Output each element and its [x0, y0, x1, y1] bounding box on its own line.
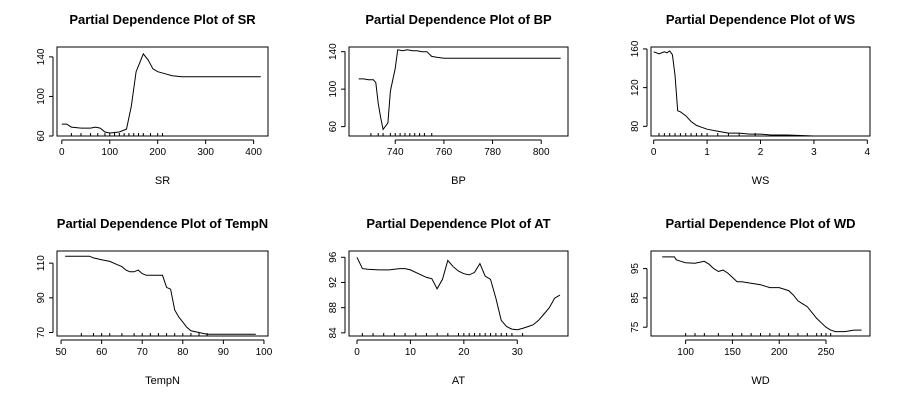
- y-tick-label: 120: [630, 79, 641, 96]
- x-tick-label: 2: [758, 147, 764, 158]
- y-tick-label: 70: [36, 327, 47, 339]
- y-tick-label: 84: [328, 327, 339, 339]
- y-tick-label: 60: [36, 130, 47, 142]
- x-tick-label: 760: [436, 147, 453, 158]
- y-tick-label: 110: [36, 255, 47, 271]
- x-axis: 50 60 70 80 90 100: [55, 339, 273, 358]
- y-axis: 84 88 92 96: [328, 251, 346, 339]
- x-tick-label: 4: [865, 147, 871, 158]
- x-tick-label: 780: [484, 147, 501, 158]
- plot-frame: [650, 250, 871, 337]
- y-tick-label: 95: [630, 263, 641, 275]
- y-tick-label: 85: [630, 292, 641, 304]
- x-axis-label: AT: [452, 375, 466, 387]
- y-tick-label: 100: [328, 80, 339, 97]
- x-axis-label: WD: [751, 375, 769, 387]
- x-tick-label: 10: [405, 347, 417, 358]
- x-axis: 0 1 2 3 4: [651, 139, 871, 158]
- y-tick-label: 80: [630, 120, 641, 132]
- x-tick-label: 20: [458, 347, 470, 358]
- x-tick-label: 150: [724, 347, 741, 358]
- y-tick-label: 160: [630, 40, 641, 57]
- y-tick-label: 92: [328, 276, 339, 288]
- x-tick-label: 200: [771, 347, 788, 358]
- panel-ws: Partial Dependence Plot of WS 0 1 2 3 4 WS 80 12…: [630, 12, 871, 187]
- x-tick-label: 90: [218, 347, 230, 358]
- x-tick-label: 740: [387, 147, 404, 158]
- panel-title: Partial Dependence Plot of BP: [365, 12, 552, 27]
- y-axis: 60 100 140: [328, 43, 346, 133]
- x-tick-label: 100: [677, 347, 694, 358]
- pdp-line-at: [356, 257, 561, 331]
- x-axis-label: BP: [451, 175, 466, 187]
- y-tick-label: 88: [328, 302, 339, 314]
- y-tick-label: 140: [328, 43, 339, 60]
- x-tick-label: 1: [704, 147, 710, 158]
- x-axis: 0 100 200 300 400: [59, 139, 262, 158]
- x-tick-label: 800: [533, 147, 550, 158]
- y-tick-label: 100: [36, 88, 47, 105]
- x-tick-label: 50: [55, 347, 67, 358]
- panel-wd: Partial Dependence Plot of WD 100 150 200 25…: [630, 216, 871, 387]
- x-tick-label: 60: [96, 347, 108, 358]
- y-axis: 80 120 160: [630, 40, 648, 132]
- x-tick-label: 100: [101, 147, 118, 158]
- panel-bp: Partial Dependence Plot of BP 740 760 780 80…: [328, 12, 569, 187]
- panel-title: Partial Dependence Plot of TempN: [57, 216, 268, 231]
- y-tick-label: 60: [328, 121, 339, 133]
- panel-title: Partial Dependence Plot of WD: [666, 216, 856, 231]
- pdp-line-bp: [358, 49, 561, 131]
- y-axis: 70 90 110: [36, 255, 54, 339]
- plot-frame: [56, 46, 269, 137]
- y-tick-label: 140: [36, 48, 47, 65]
- pdp-line-tempn: [65, 255, 256, 335]
- x-tick-label: 70: [137, 347, 149, 358]
- x-axis-label: WS: [752, 175, 770, 187]
- x-axis: 100 150 200 250: [677, 339, 835, 358]
- pdp-line-wd: [662, 256, 862, 333]
- y-axis: 75 85 95: [630, 263, 648, 333]
- y-tick-label: 90: [36, 292, 47, 304]
- panel-title: Partial Dependence Plot of WS: [666, 12, 856, 27]
- panel-sr: Partial Dependence Plot of SR 0 100 200 300 4…: [36, 12, 269, 187]
- x-axis-label: SR: [155, 175, 170, 187]
- x-tick-label: 80: [177, 347, 189, 358]
- x-tick-label: 30: [512, 347, 524, 358]
- y-tick-label: 75: [630, 321, 641, 333]
- x-tick-label: 250: [818, 347, 835, 358]
- y-tick-label: 96: [328, 251, 339, 263]
- x-tick-label: 100: [256, 347, 273, 358]
- plot-frame: [650, 46, 871, 137]
- panel-at: Partial Dependence Plot of AT 0 10 20 30 AT 84…: [328, 216, 569, 387]
- plot-frame: [348, 46, 569, 137]
- x-tick-label: 400: [245, 147, 262, 158]
- x-axis: 0 10 20 30: [354, 339, 524, 358]
- x-tick-label: 200: [149, 147, 166, 158]
- x-tick-label: 0: [59, 147, 65, 158]
- x-axis: 740 760 780 800: [387, 139, 550, 158]
- panel-title: Partial Dependence Plot of SR: [69, 12, 256, 27]
- x-tick-label: 300: [197, 147, 214, 158]
- pdp-line-sr: [61, 52, 261, 134]
- plot-frame: [56, 250, 269, 337]
- x-tick-label: 0: [651, 147, 657, 158]
- x-tick-label: 3: [811, 147, 817, 158]
- y-axis: 60 100 140: [36, 48, 54, 142]
- panel-title: Partial Dependence Plot of AT: [366, 216, 550, 231]
- pdp-line-ws: [653, 50, 862, 137]
- panel-tempn: Partial Dependence Plot of TempN 50 60 70 80…: [36, 216, 273, 387]
- x-tick-label: 0: [354, 347, 360, 358]
- x-axis-label: TempN: [145, 375, 180, 387]
